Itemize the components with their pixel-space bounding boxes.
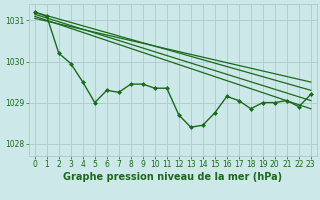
X-axis label: Graphe pression niveau de la mer (hPa): Graphe pression niveau de la mer (hPa) bbox=[63, 172, 282, 182]
